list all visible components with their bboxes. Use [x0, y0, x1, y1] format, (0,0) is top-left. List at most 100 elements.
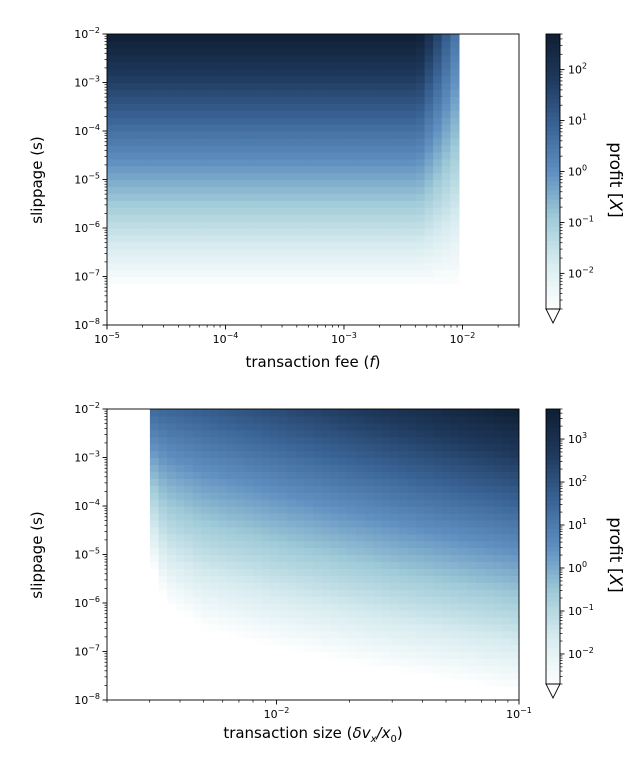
heat-cell [450, 137, 460, 146]
heat-cell [484, 679, 494, 687]
heat-cell [407, 34, 417, 42]
heat-cell [270, 492, 280, 500]
heat-cell [192, 89, 203, 97]
heat-cell [227, 575, 237, 583]
heat-cell [287, 82, 297, 91]
heat-cell [381, 499, 391, 507]
heat-cell [484, 422, 494, 431]
heat-cell [235, 499, 245, 507]
heat-cell [364, 207, 374, 215]
heat-cell [321, 96, 331, 104]
heat-cell [158, 207, 168, 215]
colorbar-band [546, 276, 560, 283]
heat-cell [235, 117, 245, 125]
heat-cell [467, 623, 477, 632]
heat-cell [295, 471, 306, 479]
heat-cell [287, 471, 297, 479]
heat-cell [295, 637, 306, 646]
heat-cell [167, 429, 177, 438]
heat-cell [484, 623, 494, 632]
heat-cell [167, 471, 177, 479]
heat-cell [252, 533, 263, 542]
heat-cell [467, 422, 477, 431]
colorbar-band [546, 235, 560, 241]
heat-cell [287, 207, 297, 215]
heat-cell [390, 443, 400, 452]
heat-cell [149, 429, 160, 438]
heat-cell [381, 96, 391, 104]
colorbar-band [546, 633, 560, 639]
heat-cell [441, 436, 451, 445]
heat-cell [107, 61, 117, 70]
heat-cell [158, 471, 168, 479]
heat-cell [501, 450, 512, 459]
heat-cell [416, 241, 426, 250]
heat-cell [158, 492, 168, 500]
heat-cell [364, 61, 374, 70]
heat-cell [424, 276, 434, 285]
heat-cell [261, 193, 271, 201]
colorbar-band [546, 537, 560, 543]
heat-cell [270, 276, 280, 285]
heat-cell [416, 124, 426, 132]
heat-cell [218, 34, 228, 42]
heat-cell [107, 172, 117, 181]
heat-cell [407, 151, 417, 160]
heat-cell [330, 151, 340, 160]
heat-cell [252, 110, 263, 118]
heat-cell [433, 478, 443, 486]
heat-cell [484, 450, 494, 459]
heat-cell [510, 450, 519, 459]
heat-cell [244, 214, 254, 222]
heat-cell [313, 283, 323, 291]
heat-cell [184, 582, 194, 590]
heat-cell [321, 200, 331, 208]
heat-cell [373, 519, 383, 528]
heat-cell [433, 561, 443, 569]
heat-cell [390, 506, 400, 514]
heat-cell [416, 89, 426, 97]
heat-cell [270, 422, 280, 431]
heat-cell [252, 144, 263, 153]
heat-cell [192, 561, 203, 569]
heat-cell [304, 228, 314, 236]
heat-cell [433, 658, 443, 666]
heat-cell [441, 228, 451, 236]
heat-cell [201, 409, 211, 417]
heat-cell [330, 137, 340, 146]
heat-cell [381, 137, 391, 146]
heat-cell [373, 554, 383, 563]
heat-cell [261, 519, 271, 528]
heat-cell [424, 651, 434, 660]
heat-cell [270, 200, 280, 208]
heat-cell [107, 276, 117, 285]
heat-cell [270, 443, 280, 452]
heat-cell [184, 137, 194, 146]
heat-cell [304, 110, 314, 118]
heat-cell [416, 82, 426, 91]
heat-cell [167, 450, 177, 459]
heat-cell [304, 568, 314, 576]
heat-cell [235, 464, 245, 472]
heat-cell [355, 82, 366, 91]
heat-cell [270, 464, 280, 472]
heat-cell [261, 207, 271, 215]
heat-cell [167, 547, 177, 556]
heat-cell [167, 596, 177, 604]
heat-cell [381, 248, 391, 257]
heat-cell [141, 179, 151, 188]
heat-cell [158, 248, 168, 257]
heat-cell [338, 609, 348, 618]
heat-cell [476, 630, 486, 639]
heat-cell [407, 207, 417, 215]
heat-cell [218, 158, 228, 167]
heat-cell [450, 672, 460, 680]
heat-cell [210, 269, 220, 278]
heat-cell [313, 124, 323, 132]
heat-cell [321, 283, 331, 291]
heat-cell [321, 241, 331, 250]
heat-cell [210, 103, 220, 111]
heat-cell [347, 429, 357, 438]
heat-cell [407, 89, 417, 97]
heat-cell [484, 651, 494, 660]
